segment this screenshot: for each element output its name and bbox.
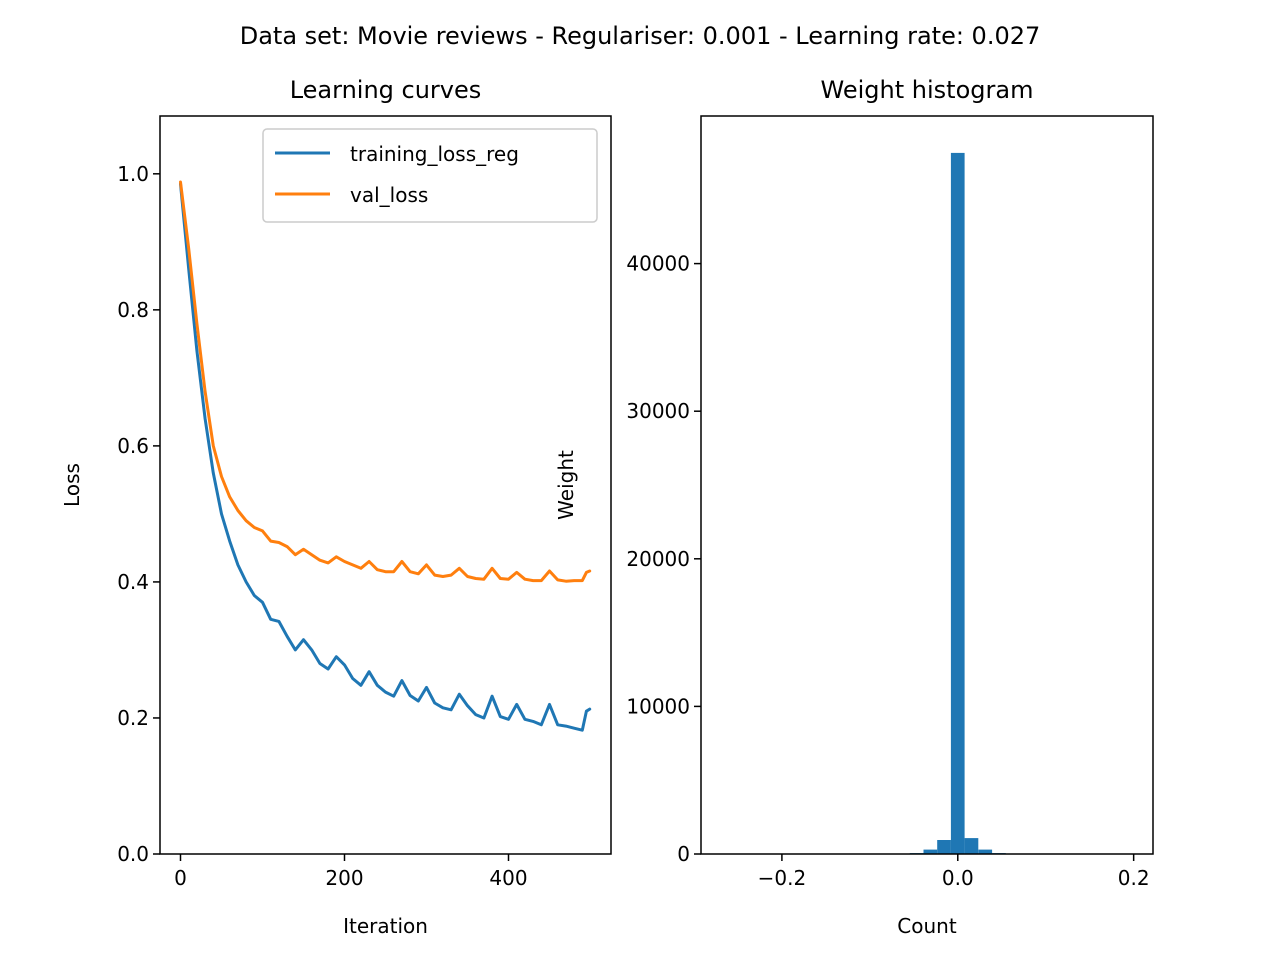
weight-histogram-ytick-label: 40000	[626, 252, 690, 276]
learning-curves-ytick-label: 0.6	[117, 434, 149, 458]
weight-histogram-ytick-label: 30000	[626, 399, 690, 423]
learning-curves-ylabel: Loss	[60, 463, 84, 507]
weight-histogram-xtick-label: 0.0	[942, 866, 974, 890]
legend-frame	[262, 128, 598, 223]
learning-curves-title: Learning curves	[290, 76, 482, 104]
weight-histogram-panel: Weight histogram −0.2 0.0 0.2 0 10000 20000 30…	[554, 76, 1154, 938]
weight-histogram-plot-area	[909, 152, 1006, 854]
weight-histogram-title: Weight histogram	[821, 76, 1034, 104]
learning-curves-ytick-label: 1.0	[117, 162, 149, 186]
weight-histogram-xtick-label: 0.2	[1118, 866, 1150, 890]
learning-curves-ytick-label: 0.0	[117, 842, 149, 866]
learning-curves-ytick-label: 0.2	[117, 706, 149, 730]
learning-curves-frame	[159, 115, 612, 855]
series-line-training-loss-reg	[179, 182, 592, 732]
learning-curves-xtick-label: 400	[489, 866, 527, 890]
legend: training_loss_reg val_loss	[262, 128, 598, 223]
weight-histogram-ytick-label: 10000	[626, 694, 690, 718]
weight-histogram-ylabel: Weight	[554, 450, 578, 520]
learning-curves-plot-area	[179, 180, 592, 732]
weight-histogram-xtick-label: −0.2	[758, 866, 807, 890]
legend-label-training-loss-reg: training_loss_reg	[350, 142, 519, 166]
histogram-bar	[923, 849, 938, 854]
learning-curves-xtick-label: 200	[325, 866, 363, 890]
weight-histogram-ticks: −0.2 0.0 0.2 0 10000 20000 30000 40000	[626, 252, 1149, 890]
learning-curves-ytick-label: 0.8	[117, 298, 149, 322]
learning-curves-ytick-label: 0.4	[117, 570, 149, 594]
legend-label-val-loss: val_loss	[350, 183, 428, 207]
learning-curves-xlabel: Iteration	[343, 914, 428, 938]
weight-histogram-ytick-label: 0	[677, 842, 690, 866]
histogram-bar	[964, 838, 979, 854]
series-line-val-loss	[179, 180, 592, 583]
weight-histogram-ytick-label: 20000	[626, 547, 690, 571]
histogram-bar	[950, 152, 965, 854]
weight-histogram-frame	[700, 115, 1154, 855]
histogram-bar	[937, 840, 951, 854]
figure-suptitle: Data set: Movie reviews - Regulariser: 0…	[240, 22, 1041, 50]
learning-curves-xtick-label: 0	[174, 866, 187, 890]
histogram-bar	[978, 849, 993, 854]
learning-curves-panel: Learning curves 0 200 400 0.0 0.2 0.4 0.6 0.8 1.…	[60, 76, 612, 938]
learning-curves-ticks: 0 200 400 0.0 0.2 0.4 0.6 0.8 1.0	[117, 162, 527, 890]
weight-histogram-xlabel: Count	[897, 914, 957, 938]
